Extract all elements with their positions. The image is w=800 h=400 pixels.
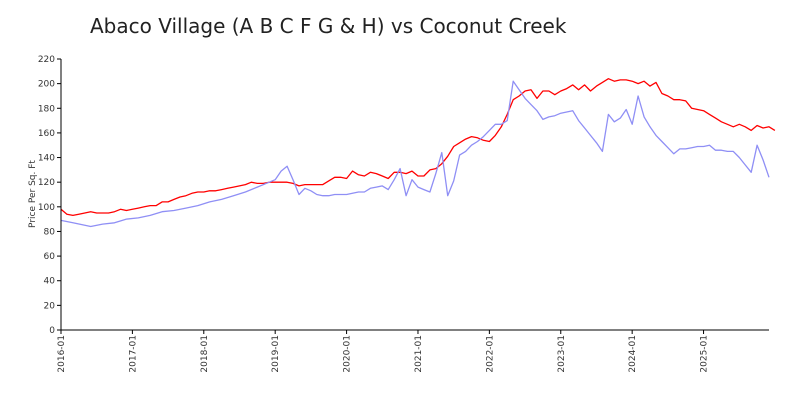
chart-title: Abaco Village (A B C F G & H) vs Coconut… xyxy=(90,14,567,38)
y-tick-label: 0 xyxy=(49,326,55,336)
x-tick-label: 2018-01 xyxy=(200,335,210,373)
y-tick-label: 180 xyxy=(38,104,55,114)
x-tick-label: 2023-01 xyxy=(557,335,567,373)
axes xyxy=(60,59,769,331)
x-tick-label: 2021-01 xyxy=(414,335,424,373)
y-tick-label: 60 xyxy=(44,252,56,262)
y-tick-label: 80 xyxy=(44,227,56,237)
x-ticks: 2016-01 2017-01 2018-01 2019-01 2020-01 2021-… xyxy=(57,330,710,373)
series-line-2 xyxy=(60,80,770,228)
y-tick-label: 200 xyxy=(38,80,55,90)
plot-lines xyxy=(60,78,776,228)
y-axis-title: Price Per Sq. Ft xyxy=(28,160,38,228)
series-line-1 xyxy=(60,78,776,217)
y-tick-label: 20 xyxy=(44,301,56,311)
x-tick-label: 2017-01 xyxy=(128,335,138,373)
y-tick-label: 160 xyxy=(38,129,55,139)
y-tick-label: 220 xyxy=(38,55,55,65)
x-tick-label: 2019-01 xyxy=(271,335,281,373)
x-tick-label: 2025-01 xyxy=(700,335,710,373)
y-tick-label: 120 xyxy=(38,178,55,188)
y-tick-label: 40 xyxy=(44,277,56,287)
y-tick-label: 100 xyxy=(38,203,55,213)
x-tick-label: 2020-01 xyxy=(343,335,353,373)
y-tick-label: 140 xyxy=(38,154,55,164)
x-tick-label: 2016-01 xyxy=(57,335,67,373)
y-ticks: 0 20 40 60 80 100 120 140 160 180 200 220 xyxy=(38,55,61,336)
x-tick-label: 2022-01 xyxy=(485,335,495,373)
x-tick-label: 2024-01 xyxy=(628,335,638,373)
